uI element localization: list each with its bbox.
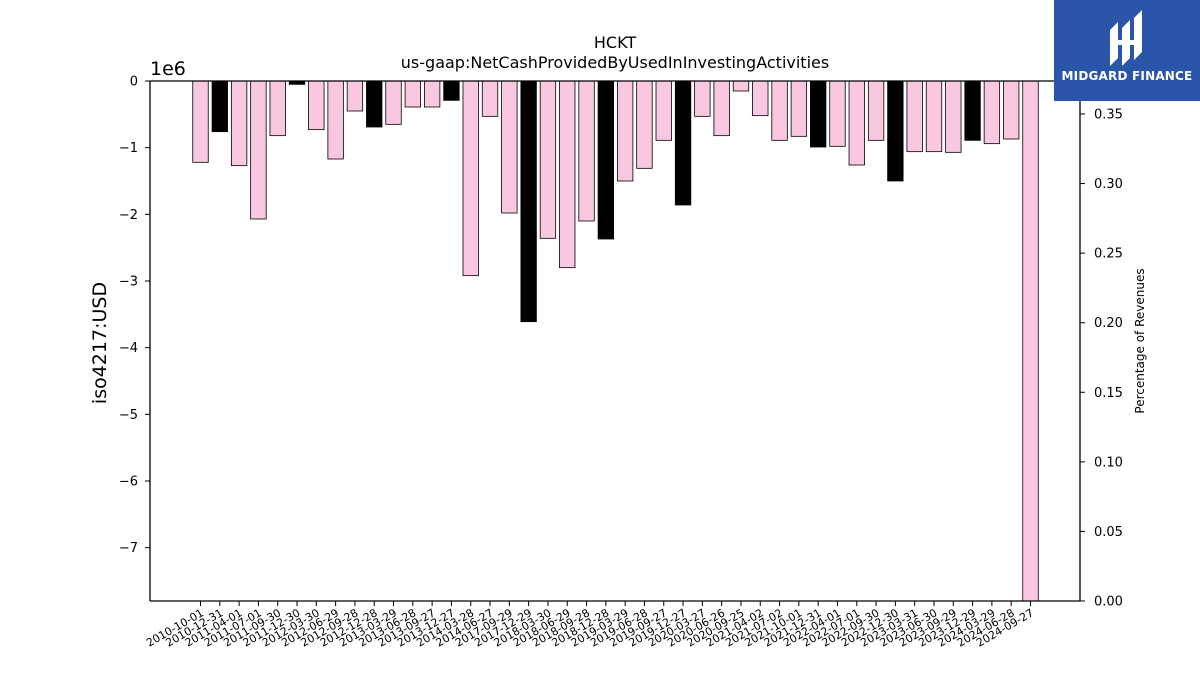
bar bbox=[346, 80, 364, 112]
right-axis-label: Percentage of Revenues bbox=[1133, 268, 1147, 413]
bar bbox=[520, 80, 537, 323]
right-y-tick-label: 0.35 bbox=[1094, 107, 1123, 122]
bar bbox=[636, 80, 653, 169]
bars-group bbox=[192, 80, 1039, 602]
bar bbox=[810, 80, 827, 148]
bar bbox=[559, 80, 576, 269]
bar bbox=[539, 80, 557, 239]
bar bbox=[964, 80, 981, 141]
bar bbox=[481, 80, 499, 117]
bar bbox=[269, 80, 286, 137]
y-tick-label: −7 bbox=[119, 541, 138, 556]
bar bbox=[617, 80, 634, 182]
bar bbox=[230, 80, 248, 167]
bar bbox=[250, 80, 267, 220]
bar bbox=[945, 80, 962, 153]
y-axis-label: iso4217:USD bbox=[89, 282, 111, 404]
y-offset-label: 1e6 bbox=[150, 58, 186, 80]
right-y-tick-label: 0.05 bbox=[1094, 525, 1123, 540]
chart-subtitle: us-gaap:NetCashProvidedByUsedInInvesting… bbox=[401, 53, 829, 72]
bar bbox=[423, 80, 441, 108]
bar bbox=[308, 80, 325, 131]
bar bbox=[211, 80, 228, 133]
y-tick-label: −5 bbox=[119, 408, 138, 423]
y-tick-label: −2 bbox=[119, 208, 138, 223]
midgard-logo-icon bbox=[1110, 10, 1142, 66]
y-tick-label: −6 bbox=[119, 475, 138, 490]
bar bbox=[366, 80, 383, 128]
bar bbox=[1003, 80, 1020, 140]
bar bbox=[462, 80, 479, 277]
chart-title: HCKT bbox=[594, 33, 636, 52]
logo-text: MIDGARD FINANCE bbox=[1061, 69, 1193, 83]
right-y-tick-label: 0.20 bbox=[1094, 316, 1123, 331]
bar bbox=[385, 80, 402, 125]
bar bbox=[829, 80, 846, 147]
y-tick-label: 0 bbox=[130, 75, 138, 90]
bar bbox=[578, 80, 595, 222]
bar bbox=[404, 80, 421, 108]
bar bbox=[655, 80, 672, 141]
bar bbox=[443, 80, 460, 101]
right-y-tick-label: 0.10 bbox=[1094, 455, 1123, 470]
bar bbox=[674, 80, 692, 206]
bar bbox=[887, 80, 904, 182]
bar bbox=[597, 80, 614, 240]
bar bbox=[327, 80, 344, 160]
right-y-tick-label: 0.15 bbox=[1094, 386, 1123, 401]
bar bbox=[713, 80, 730, 137]
bar bbox=[752, 80, 769, 117]
bar bbox=[867, 80, 885, 141]
bar bbox=[983, 80, 1001, 145]
bar bbox=[906, 80, 923, 153]
right-y-tick-label: 0.00 bbox=[1094, 595, 1123, 610]
y-tick-label: −3 bbox=[119, 275, 138, 290]
right-y-tick-label: 0.30 bbox=[1094, 177, 1123, 192]
bar bbox=[732, 80, 750, 92]
brand-logo: MIDGARD FINANCE bbox=[1054, 0, 1200, 101]
bar bbox=[192, 80, 209, 163]
bar bbox=[694, 80, 711, 117]
right-y-tick-label: 0.25 bbox=[1094, 247, 1123, 262]
bar bbox=[848, 80, 865, 166]
bar bbox=[501, 80, 518, 214]
bar bbox=[1022, 80, 1039, 602]
bar bbox=[790, 80, 808, 137]
bar bbox=[771, 80, 788, 141]
y-tick-label: −1 bbox=[119, 141, 138, 156]
bar bbox=[925, 80, 943, 153]
y-tick-label: −4 bbox=[119, 341, 138, 356]
